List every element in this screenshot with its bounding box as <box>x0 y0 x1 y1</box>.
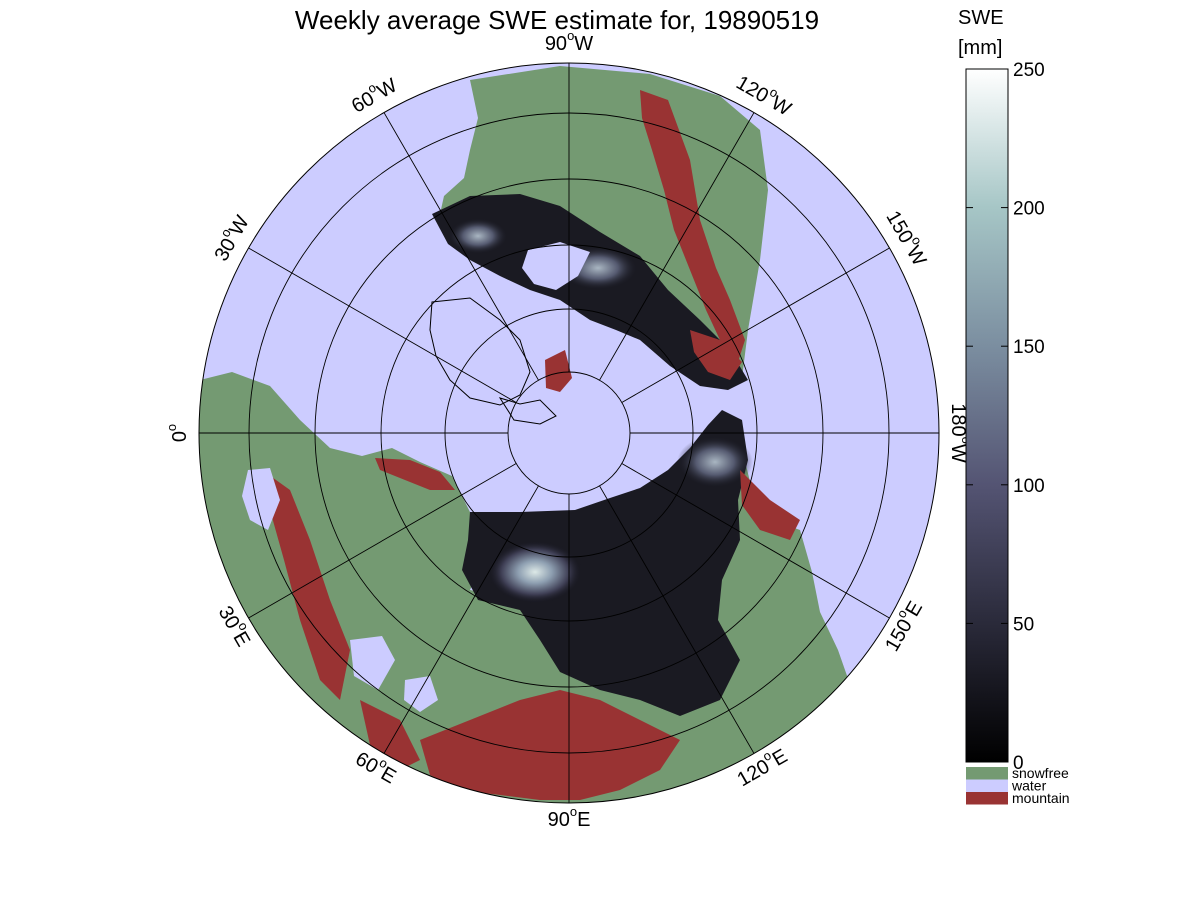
snow-maximum-arctic-siberia <box>677 436 753 488</box>
colorbar-title-line2: [mm] <box>958 37 1002 59</box>
land-layer <box>199 66 852 803</box>
arctic-islands-coastline <box>498 397 557 425</box>
mountain-alaska <box>690 330 742 380</box>
legend-swatch-snowfree <box>966 767 1008 780</box>
mountain-caucasus <box>360 700 420 770</box>
colorbar-tick-label: 50 <box>1013 614 1034 635</box>
longitude-label: 90oW <box>545 28 593 55</box>
meridians <box>199 63 939 803</box>
mountain-east-siberia <box>740 470 800 540</box>
longitude-label: 90oE <box>548 804 591 831</box>
legend-swatch-mountain <box>966 792 1008 805</box>
map-frame <box>198 62 940 804</box>
meridian-line <box>621 247 890 403</box>
colorbar-title-line1: SWE <box>958 7 1004 29</box>
legend-label-water: water <box>1011 778 1047 794</box>
graticule <box>199 63 939 803</box>
map-title: Weekly average SWE estimate for, 1989051… <box>295 5 819 35</box>
legend-label-snowfree: snowfree <box>1012 765 1069 781</box>
snowcover-eurasia <box>462 410 748 716</box>
legend-swatch-water <box>966 779 1008 792</box>
colorbar-ticks: 0 50 100 150 200 250 <box>966 60 1045 774</box>
snow-maximum-siberia <box>487 540 583 604</box>
mountain-novaya-zemlya <box>375 458 455 490</box>
snow-maximum-hudson <box>448 218 508 254</box>
mountain-central-asia <box>420 690 680 800</box>
colorbar: SWE [mm] 0 50 100 150 200 250 <box>958 7 1045 774</box>
meridian-line <box>599 112 755 381</box>
legend-label-mountain: mountain <box>1012 790 1070 806</box>
colorbar-gradient-bar <box>965 68 1009 763</box>
meridian-line <box>621 463 890 619</box>
hudson-bay <box>522 242 590 290</box>
meridian-line <box>248 463 517 619</box>
colorbar-tick-label: 200 <box>1013 199 1045 220</box>
baltic-sea <box>242 468 280 530</box>
colorbar-tick-label: 150 <box>1013 337 1045 358</box>
colorbar-tick-label: 0 <box>1013 753 1024 774</box>
snowcover-north-america <box>432 194 748 390</box>
caspian-sea <box>404 676 438 712</box>
colorbar-tick-label: 250 <box>1013 60 1045 81</box>
longitude-label: 0o <box>164 424 191 442</box>
meridian-line <box>599 485 755 754</box>
colorbar-tick-label: 100 <box>1013 476 1045 497</box>
landmass-north-america <box>440 66 768 378</box>
greenland-coastline <box>429 297 531 406</box>
meridian-line <box>248 247 517 403</box>
mountain-baffin <box>545 350 572 392</box>
polar-map: 90oW120oW150oW180oW150oE120oE90oE60oE30o… <box>164 28 973 831</box>
meridian-line <box>383 485 539 754</box>
mountain-rockies <box>640 90 745 362</box>
meridian-line <box>383 112 539 381</box>
